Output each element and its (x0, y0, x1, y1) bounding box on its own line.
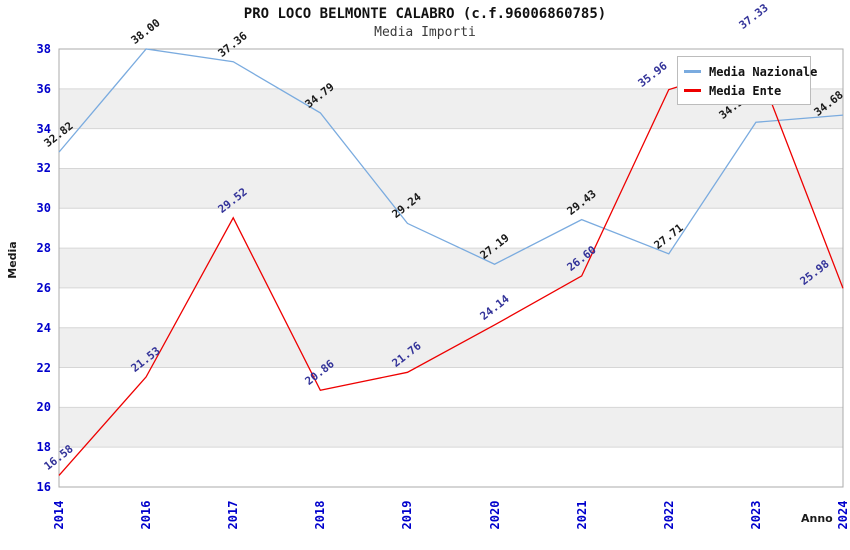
chart-subtitle: Media Importi (374, 25, 476, 40)
plot-border (58, 48, 844, 488)
x-tick-label: 2014 (52, 500, 66, 530)
chart-legend: Media Nazionale Media Ente (677, 56, 817, 105)
grid-band (59, 327, 843, 368)
x-tick-label: 2018 (313, 500, 328, 530)
legend-item-media-nazionale: Media Nazionale (684, 62, 817, 81)
y-tick-label: 38 (36, 42, 51, 56)
x-tick-label: 2023 (748, 500, 763, 530)
y-tick-label: 28 (36, 241, 51, 256)
chart-title: PRO LOCO BELMONTE CALABRO (c.f.960068607… (243, 6, 607, 22)
y-tick-label: 18 (36, 440, 51, 455)
x-tick-label: 2017 (226, 500, 241, 530)
legend-line-sample-blue-icon (684, 70, 701, 73)
x-tick-label: 2016 (139, 500, 154, 530)
y-tick-label: 36 (36, 81, 51, 96)
grid-band (59, 407, 843, 448)
y-tick-label: 30 (36, 201, 51, 216)
legend-line-sample-red-icon (684, 89, 701, 92)
y-tick-label: 32 (36, 161, 51, 176)
legend-label: Media Nazionale (709, 64, 818, 79)
x-tick-label: 2019 (400, 500, 415, 530)
x-tick-label: 2021 (574, 500, 589, 530)
legend-label: Media Ente (709, 83, 782, 98)
y-tick-label: 34 (36, 121, 51, 136)
x-tick-label: 2020 (487, 500, 502, 530)
series-line-nazionale (58, 48, 844, 265)
y-tick-label: 20 (36, 400, 51, 415)
x-axis-title: Anno (801, 512, 833, 525)
y-tick-label: 24 (36, 320, 51, 335)
y-tick-label: 22 (36, 360, 51, 375)
grid-band (59, 248, 843, 288)
x-tick-label: 2022 (661, 500, 676, 530)
x-tick-label: 2024 (836, 500, 850, 530)
legend-item-media-ente: Media Ente (684, 81, 804, 100)
grid-band (59, 168, 843, 209)
y-tick-label: 16 (36, 480, 51, 494)
y-tick-label: 26 (36, 280, 51, 295)
